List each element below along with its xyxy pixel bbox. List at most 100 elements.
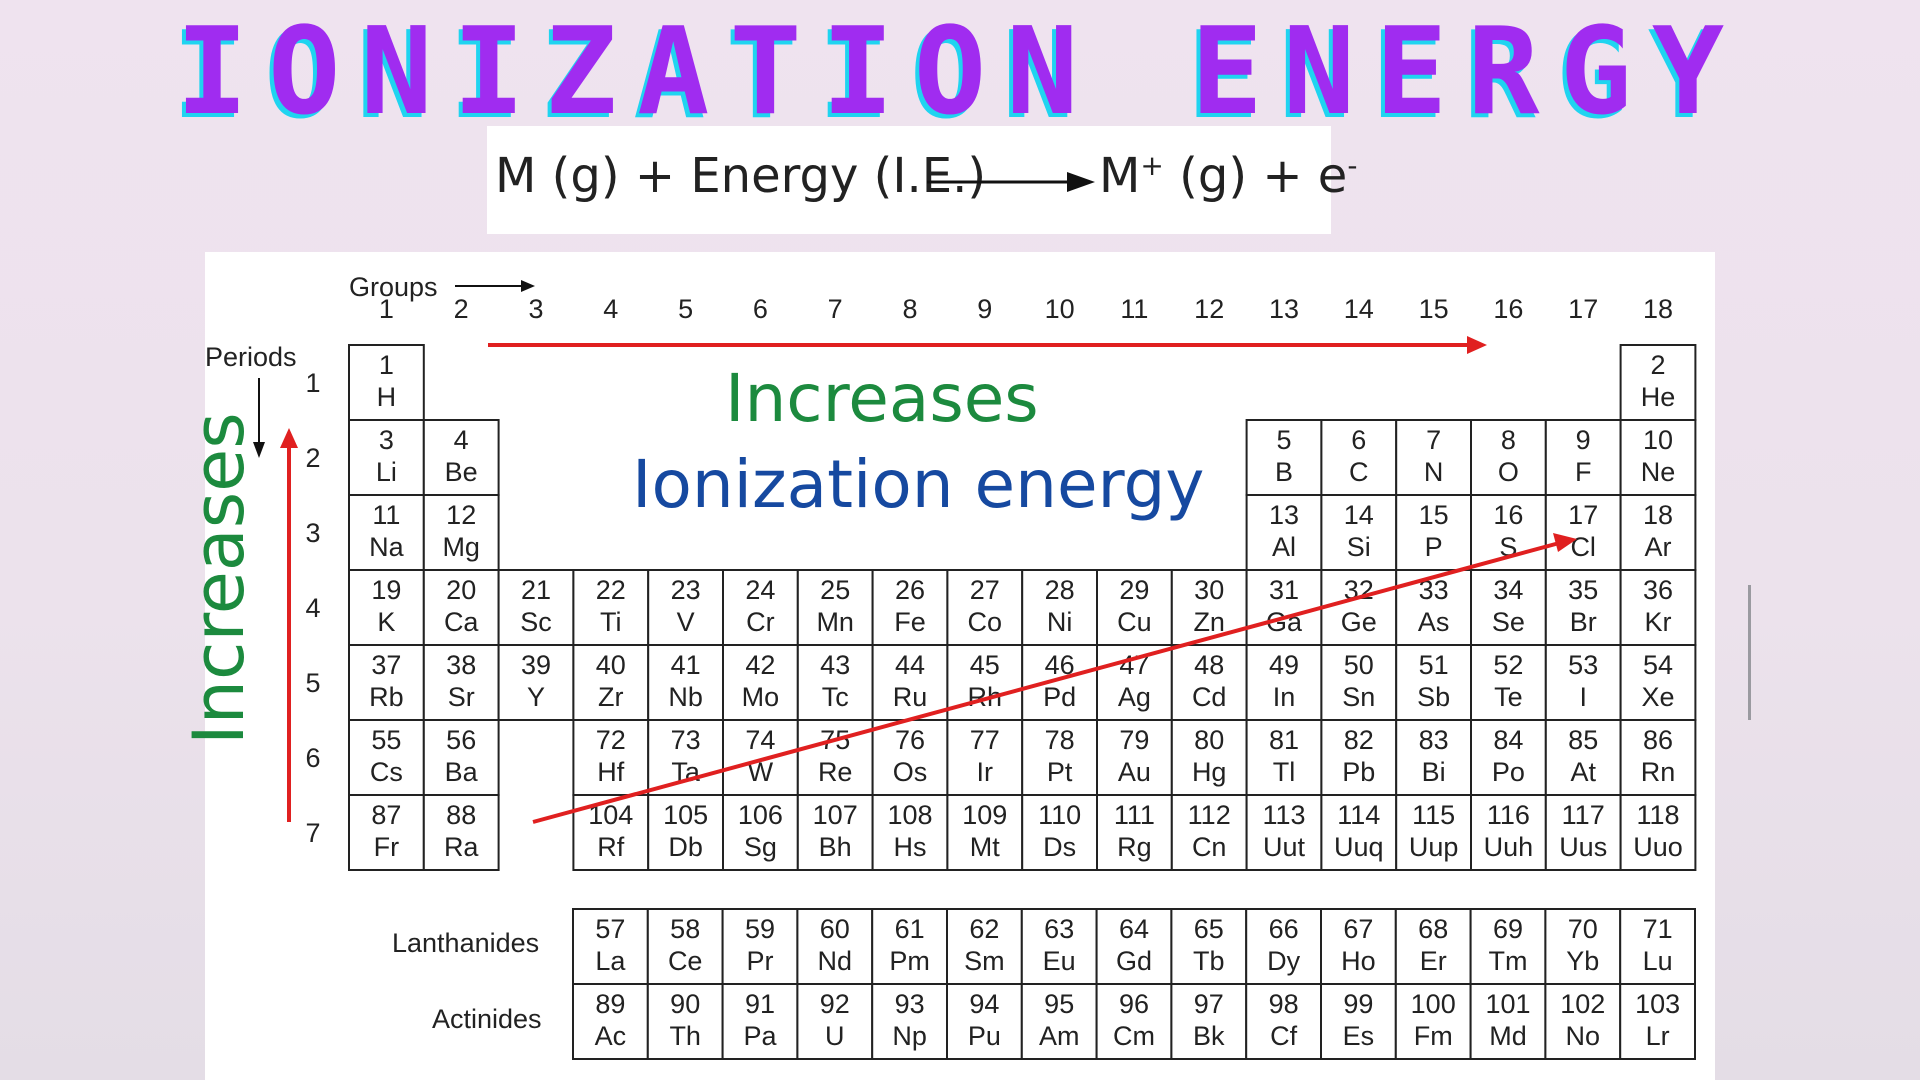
cell-border — [1395, 794, 1472, 871]
element-cell: 8O — [1470, 419, 1547, 496]
element-cell: 15P — [1395, 494, 1472, 571]
element-symbol: Uup — [1409, 832, 1459, 862]
atomic-number: 52 — [1493, 650, 1523, 680]
element-symbol: Uuo — [1633, 832, 1683, 862]
group-number: 5 — [678, 294, 693, 324]
element-symbol: Rb — [369, 682, 404, 712]
period-number: 4 — [305, 593, 320, 623]
element-cell: 5B — [1245, 419, 1323, 496]
element-symbol: Cd — [1192, 682, 1227, 712]
atomic-number: 88 — [446, 800, 476, 830]
atomic-number: 9 — [1576, 425, 1591, 455]
atomic-number: 67 — [1343, 914, 1373, 944]
element-symbol: Fe — [894, 607, 926, 637]
group-number: 7 — [828, 294, 843, 324]
atomic-number: 15 — [1419, 500, 1449, 530]
equation-electron-charge: - — [1347, 149, 1358, 182]
element-symbol: Cs — [370, 757, 403, 787]
atomic-number: 115 — [1412, 800, 1455, 830]
group-number: 14 — [1344, 294, 1374, 324]
atomic-number: 108 — [887, 800, 932, 830]
element-symbol: La — [595, 946, 626, 976]
atomic-number: 110 — [1038, 800, 1081, 830]
element-symbol: Ru — [893, 682, 928, 712]
equation-product: M — [1099, 148, 1141, 204]
atomic-number: 19 — [371, 575, 401, 605]
cell-border — [1245, 908, 1322, 985]
atomic-number: 113 — [1262, 800, 1305, 830]
atomic-number: 117 — [1562, 800, 1605, 830]
cell-border — [1320, 644, 1398, 721]
group-number: 16 — [1493, 294, 1523, 324]
element-symbol: Ca — [444, 607, 479, 637]
group-number: 18 — [1643, 294, 1673, 324]
element-symbol: F — [1575, 457, 1592, 487]
cell-border — [497, 644, 575, 721]
cell-border — [1021, 644, 1099, 721]
atomic-number: 82 — [1344, 725, 1374, 755]
equation-product-rest: (g) + e — [1163, 148, 1348, 204]
element-symbol: B — [1275, 457, 1293, 487]
element-symbol: Md — [1489, 1021, 1527, 1051]
atomic-number: 29 — [1119, 575, 1149, 605]
element-symbol: Lu — [1643, 946, 1673, 976]
atomic-number: 101 — [1485, 989, 1530, 1019]
cell-border — [796, 569, 874, 646]
element-symbol: Ba — [445, 757, 479, 787]
atomic-number: 83 — [1419, 725, 1449, 755]
element-symbol: Mg — [442, 532, 480, 562]
cell-border — [1245, 569, 1323, 646]
cell-border — [497, 569, 575, 646]
atomic-number: 57 — [595, 914, 625, 944]
element-symbol: N — [1424, 457, 1444, 487]
element-symbol: Br — [1570, 607, 1597, 637]
cell-border — [1470, 644, 1547, 721]
cell-border — [1095, 983, 1173, 1060]
element-cell: 39Y — [497, 644, 575, 721]
cell-border — [1619, 644, 1697, 721]
cell-border — [871, 794, 949, 871]
atomic-number: 17 — [1568, 500, 1598, 530]
element-symbol: Bk — [1193, 1021, 1225, 1051]
element-symbol: Ce — [668, 946, 703, 976]
atomic-number: 22 — [596, 575, 626, 605]
group-number: 17 — [1568, 294, 1598, 324]
period-number: 6 — [305, 743, 320, 773]
element-symbol: Hg — [1192, 757, 1227, 787]
atomic-number: 25 — [820, 575, 850, 605]
atomic-number: 106 — [738, 800, 783, 830]
element-symbol: Pu — [968, 1021, 1001, 1051]
increases-horizontal-label: Increases — [725, 360, 1039, 437]
groups-arrow-icon — [455, 280, 535, 292]
element-symbol: Mo — [742, 682, 780, 712]
element-symbol: O — [1498, 457, 1519, 487]
element-symbol: Er — [1420, 946, 1447, 976]
atomic-number: 79 — [1119, 725, 1149, 755]
atomic-number: 63 — [1044, 914, 1074, 944]
cell-border — [348, 719, 425, 796]
element-symbol: Rf — [597, 832, 624, 862]
cell-border — [1320, 494, 1398, 571]
element-symbol: Pr — [747, 946, 774, 976]
atomic-number: 96 — [1119, 989, 1149, 1019]
cell-border — [871, 569, 949, 646]
cell-border — [1469, 908, 1547, 985]
